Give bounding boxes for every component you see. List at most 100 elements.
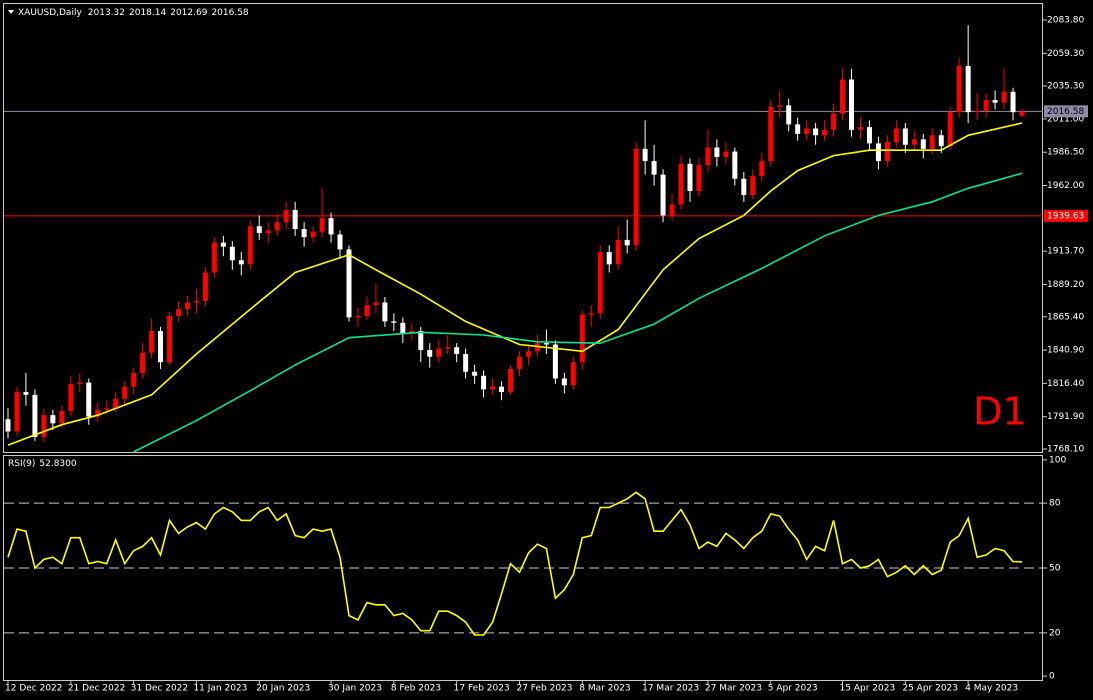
candle-body [328,218,334,235]
x-tick-label: 17 Feb 2023 [454,684,510,694]
candle-body [418,330,424,350]
x-tick-label: 4 May 2023 [965,684,1018,694]
candle-body [768,106,774,162]
candle-body [184,302,190,310]
candle-body [884,142,890,162]
x-tick-label: 27 Mar 2023 [705,684,762,694]
candle-body [310,231,316,238]
candle-body [813,128,819,136]
candle-body [831,113,837,130]
candle-body [382,302,388,322]
candle-body [86,382,92,417]
candle-body [849,79,855,130]
rsi-tick-label: 100 [1049,455,1066,465]
candle-body [938,135,944,147]
candle-body [355,315,361,318]
candle-body [5,419,11,432]
candle-body [400,322,406,334]
y-tick-label: 1840.90 [1047,346,1084,356]
candle-body [292,209,298,230]
candle-body [1001,91,1007,103]
rsi-line [7,491,1023,636]
candle-body [23,392,29,395]
candle-body [149,330,155,353]
candle-body [588,313,594,315]
rsi-current: 52.8300 [39,459,76,469]
candle-body [238,260,244,265]
x-tick-label: 20 Jan 2023 [256,684,310,694]
candle-body [902,128,908,145]
candle-body [552,344,558,379]
rsi-tick-label: 80 [1049,499,1061,509]
candle-body [41,415,47,437]
x-tick-label: 5 Apr 2023 [768,684,818,694]
y-tick-label: 1913.70 [1047,247,1084,257]
candle-body [777,105,783,107]
candle-body [14,392,20,432]
candle-body [992,99,998,103]
y-tick-label: 1768.10 [1047,445,1084,455]
candle-body [615,239,621,265]
candle-body [445,347,451,349]
candle-body [319,218,325,232]
candle-body [472,371,478,376]
y-tick-label: 2011.00 [1047,114,1084,124]
candle-body [516,356,522,369]
candle-body [920,139,926,149]
candle-body [1019,111,1025,116]
candle-body [95,409,101,417]
candle-body [956,65,962,113]
x-tick-label: 11 Jan 2023 [193,684,247,694]
x-tick-label: 30 Jan 2023 [328,684,382,694]
symbol: XAUUSD,Daily [18,8,82,18]
low-value: 2012.69 [170,8,207,18]
x-tick-label: 15 Apr 2023 [840,684,896,694]
level-label-box [1044,105,1088,118]
x-tick-label: 31 Dec 2022 [131,684,189,694]
candle-body [140,352,146,374]
candle-body [391,321,397,323]
candle-body [750,176,756,196]
symbol-header: XAUUSD,Daily 2013.32 2018.14 2012.69 2016.58 [18,8,249,18]
candle-body [983,99,989,111]
candle-body [32,394,38,437]
y-tick-label: 1791.90 [1047,412,1084,422]
menu-arrow [8,10,14,14]
candle-body [364,305,370,316]
candle-body [875,143,881,162]
candle-body [274,222,280,231]
candle-body [256,226,262,234]
rsi-name: RSI(9) [8,459,35,469]
x-tick-label: 27 Feb 2023 [516,684,572,694]
candle-body [642,148,648,162]
candle-body [68,383,74,412]
candle-body [301,229,307,238]
candle-body [229,246,235,261]
candle-body [723,151,729,158]
y-tick-label: 1962.00 [1047,181,1084,191]
x-tick-label: 12 Dec 2022 [5,684,63,694]
candle-body [427,349,433,357]
candle-body [759,161,765,177]
x-tick-label: 21 Dec 2022 [68,684,126,694]
candle-body [113,398,119,409]
open-value: 2013.32 [88,8,125,18]
candle-body [337,234,343,250]
candle-body [202,272,208,302]
price-pane-frame [3,3,1043,453]
candle-body [373,302,379,306]
candle-body [158,330,164,363]
candle-body [454,347,460,355]
candle-body [633,148,639,246]
x-tick-label: 8 Feb 2023 [391,684,441,694]
y-tick-label: 1816.40 [1047,379,1084,389]
candle-body [247,226,253,265]
candle-body [104,408,110,410]
candle-body [866,127,872,144]
candle-body [606,252,612,265]
candle-body [77,382,83,384]
candle-body [947,112,953,147]
candle-body [929,135,935,149]
close-value: 2016.58 [211,8,248,18]
